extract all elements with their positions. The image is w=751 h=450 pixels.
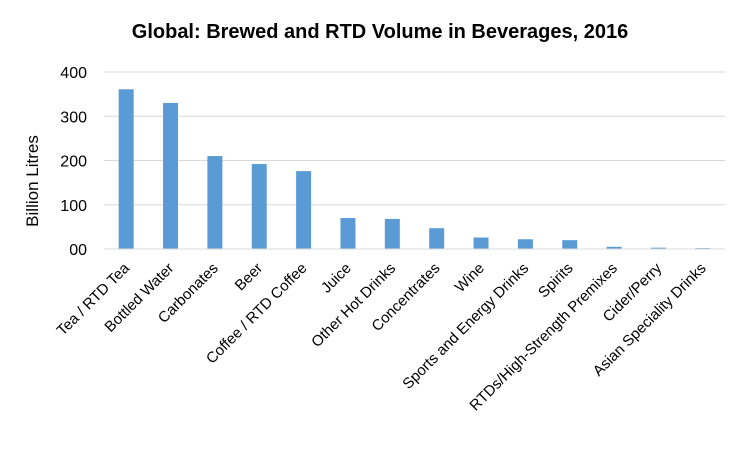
y-tick-label: 00 [69,242,87,259]
bar [606,246,622,249]
y-tick-labels: 00 100 200 300 400 [60,65,87,259]
bar [118,89,134,249]
y-tick-label: 200 [60,154,87,171]
chart-title: Global: Brewed and RTD Volume in Beverag… [132,21,628,43]
bar [650,247,666,249]
bar [163,102,179,249]
gridlines [104,71,725,206]
y-tick-label: 100 [60,198,87,215]
y-axis-label: Billion Litres [23,135,42,227]
bar [384,218,400,249]
bar [296,171,312,249]
x-tick-label: Juice [318,260,355,297]
bar [251,164,267,249]
bar [340,218,356,249]
x-tick-label: Wine [452,260,488,296]
y-tick-label: 300 [60,109,87,126]
bar [562,240,578,249]
bars [118,89,711,249]
x-tick-label: Beer [232,260,266,294]
bar [207,156,223,249]
bar [517,239,533,249]
bar [473,237,489,249]
x-tick-label: Spirits [535,260,576,301]
bar [429,228,445,249]
y-tick-label: 400 [60,65,87,82]
